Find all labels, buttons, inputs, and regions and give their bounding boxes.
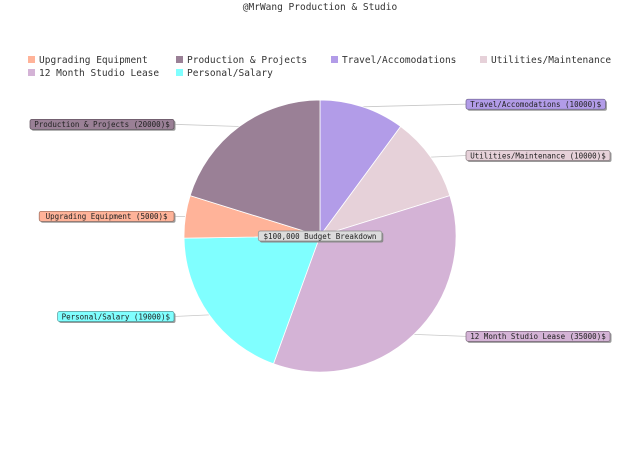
leader-line <box>173 123 240 127</box>
center-label-box <box>257 230 383 242</box>
callout-box <box>465 98 606 110</box>
pie-slice-utilities-maintenance[interactable] <box>318 125 451 237</box>
callout-box <box>57 311 175 322</box>
legend-label: Upgrading Equipment <box>39 55 148 66</box>
leader-line <box>362 103 467 108</box>
legend-item-travel-accomodations[interactable]: Travel/Accomodations <box>331 55 456 66</box>
legend-item-12-month-studio-lease[interactable]: 12 Month Studio Lease <box>28 68 159 79</box>
leader-line <box>413 334 467 337</box>
callout-box <box>38 210 175 222</box>
callout-label: Personal/Salary (19000)$ <box>62 312 171 321</box>
chart-title: @MrWang Production & Studio <box>243 2 398 13</box>
legend-label: Personal/Salary <box>187 68 273 79</box>
callout-upgrading-equipment: Upgrading Equipment (5000)$ <box>38 210 176 223</box>
legend-swatch <box>176 69 183 76</box>
center-label: $100,000 Budget Breakdown <box>264 232 377 241</box>
callout-label: Upgrading Equipment (5000)$ <box>46 212 168 221</box>
legend-swatch <box>28 69 35 76</box>
legend-label: 12 Month Studio Lease <box>39 68 159 79</box>
leader-line <box>173 314 210 317</box>
callout-label: Travel/Accomodations (10000)$ <box>470 100 601 109</box>
callout-leaders <box>173 103 467 337</box>
callout-label: Production & Projects (20000)$ <box>34 120 170 129</box>
legend-label: Travel/Accomodations <box>342 55 456 66</box>
callouts: Travel/Accomodations (10000)$ Utilities/M… <box>29 98 612 343</box>
legend-label: Production & Projects <box>187 55 307 66</box>
legend-swatch <box>176 56 183 63</box>
legend-item-personal-salary[interactable]: Personal/Salary <box>176 68 273 79</box>
legend-item-production-projects[interactable]: Production & Projects <box>176 55 307 66</box>
callout-utilities-maintenance: Utilities/Maintenance (10000)$ <box>465 150 612 162</box>
legend-label: Utilities/Maintenance <box>491 55 611 66</box>
callout-label: 12 Month Studio Lease (35000)$ <box>470 332 606 341</box>
leader-line <box>430 155 467 158</box>
legend-item-upgrading-equipment[interactable]: Upgrading Equipment <box>28 55 148 66</box>
pie-slices <box>183 99 457 373</box>
callout-personal-salary: Personal/Salary (19000)$ <box>57 311 176 323</box>
callout-box <box>465 331 611 342</box>
pie-slice-travel-accomodations[interactable] <box>319 99 402 238</box>
legend-swatch <box>331 56 338 63</box>
callout-box <box>465 150 611 161</box>
legend: Upgrading Equipment Production & Projects… <box>28 55 611 79</box>
pie-slice-personal-salary[interactable] <box>183 235 321 365</box>
callout-label: Utilities/Maintenance (10000)$ <box>470 151 606 160</box>
callout-12-month-studio-lease: 12 Month Studio Lease (35000)$ <box>465 331 612 343</box>
callout-box <box>29 118 175 130</box>
legend-swatch <box>28 56 35 63</box>
pie-slice-production-projects[interactable] <box>189 99 321 237</box>
center-label-group: $100,000 Budget Breakdown <box>257 230 384 243</box>
callout-production-projects: Production & Projects (20000)$ <box>29 118 176 131</box>
callout-travel-accomodations: Travel/Accomodations (10000)$ <box>465 98 607 111</box>
legend-swatch <box>480 56 487 63</box>
legend-item-utilities-maintenance[interactable]: Utilities/Maintenance <box>480 55 611 66</box>
